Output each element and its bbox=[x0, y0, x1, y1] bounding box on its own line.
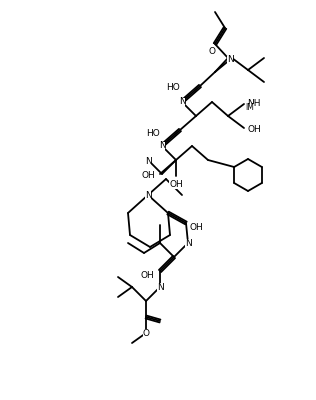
Text: OH: OH bbox=[140, 270, 154, 280]
Text: O: O bbox=[143, 328, 149, 338]
Text: OH: OH bbox=[247, 126, 261, 134]
Text: HO: HO bbox=[166, 84, 180, 92]
Text: N: N bbox=[227, 56, 234, 64]
Text: N: N bbox=[185, 238, 191, 248]
Text: N: N bbox=[145, 190, 151, 200]
Text: NH: NH bbox=[247, 98, 260, 108]
Text: N: N bbox=[179, 98, 185, 106]
Text: IM: IM bbox=[246, 104, 254, 112]
Text: HO: HO bbox=[146, 130, 160, 138]
Text: N: N bbox=[157, 282, 163, 292]
Text: OH: OH bbox=[141, 172, 155, 180]
Text: OH: OH bbox=[169, 180, 183, 189]
Text: OH: OH bbox=[190, 222, 204, 232]
Text: O: O bbox=[209, 47, 216, 56]
Text: N: N bbox=[145, 158, 151, 166]
Text: N: N bbox=[159, 142, 165, 150]
